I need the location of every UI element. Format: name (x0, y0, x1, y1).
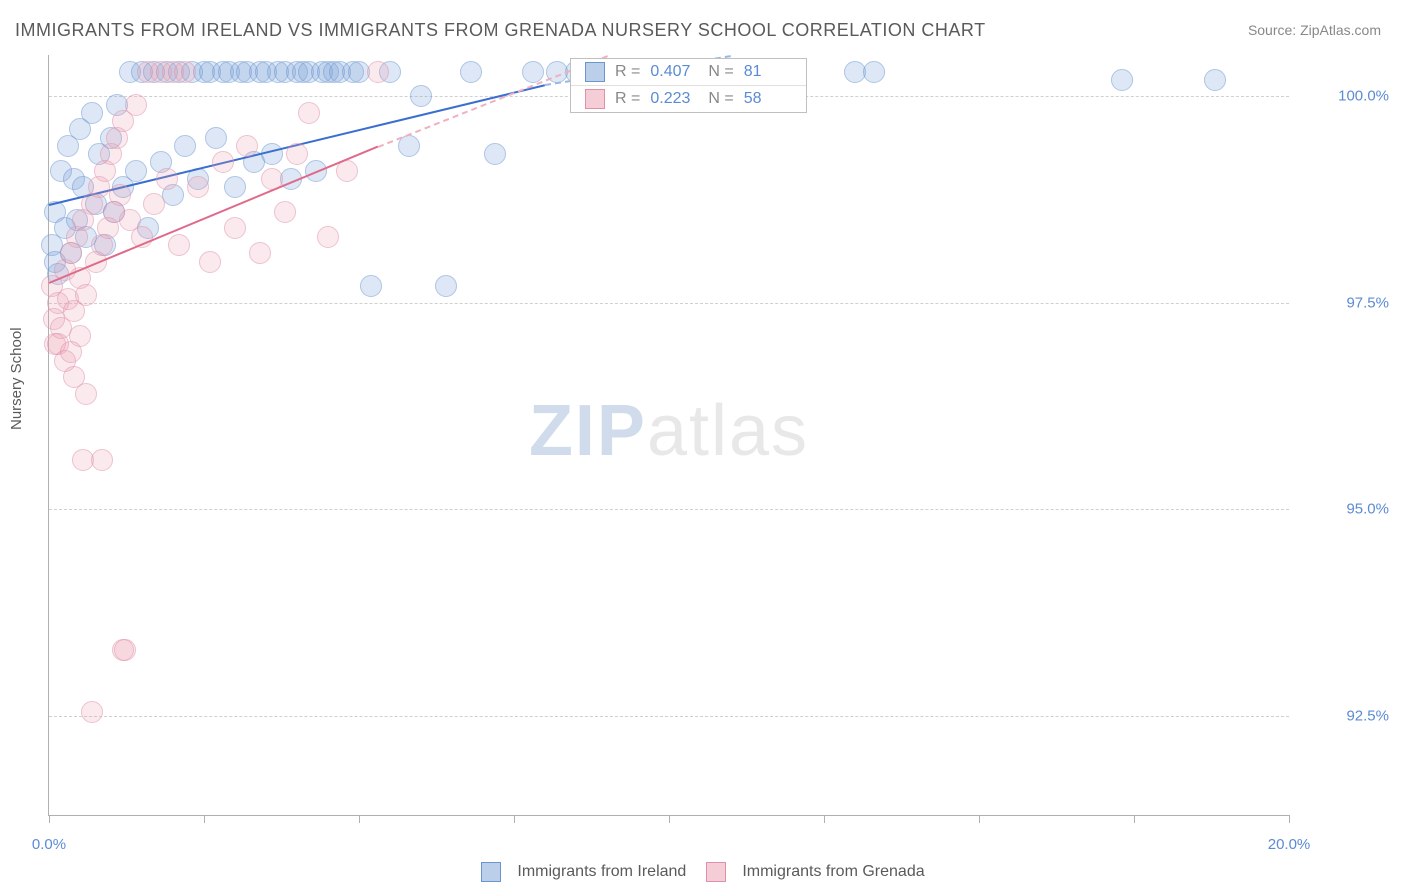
data-point (75, 383, 97, 405)
legend-n-label: N = (708, 90, 733, 108)
data-point (360, 275, 382, 297)
legend-r-value: 0.407 (650, 63, 698, 81)
data-point (522, 61, 544, 83)
data-point (81, 102, 103, 124)
data-point (274, 201, 296, 223)
data-point (174, 135, 196, 157)
watermark: ZIPatlas (529, 390, 809, 472)
data-point (125, 160, 147, 182)
data-point (249, 242, 271, 264)
xtick (514, 815, 515, 823)
data-point (286, 143, 308, 165)
bottom-legend: Immigrants from Ireland Immigrants from G… (0, 862, 1406, 882)
ytick-label: 100.0% (1299, 88, 1389, 105)
ytick-label: 95.0% (1299, 501, 1389, 518)
data-point (212, 151, 234, 173)
data-point (484, 143, 506, 165)
y-axis-label: Nursery School (8, 327, 25, 430)
data-point (298, 102, 320, 124)
xtick (359, 815, 360, 823)
legend-swatch (585, 62, 605, 82)
data-point (174, 61, 196, 83)
data-point (410, 85, 432, 107)
xtick-label-max: 20.0% (1268, 836, 1311, 853)
xtick (1134, 815, 1135, 823)
data-point (60, 341, 82, 363)
data-point (367, 61, 389, 83)
data-point (205, 127, 227, 149)
data-point (143, 193, 165, 215)
legend-r-label: R = (615, 63, 640, 81)
data-point (224, 217, 246, 239)
data-point (91, 449, 113, 471)
chart-title: IMMIGRANTS FROM IRELAND VS IMMIGRANTS FR… (15, 20, 986, 41)
ytick-label: 92.5% (1299, 707, 1389, 724)
legend-n-label: N = (708, 63, 733, 81)
legend-series-label: Immigrants from Ireland (517, 863, 686, 880)
data-point (435, 275, 457, 297)
ytick-label: 97.5% (1299, 294, 1389, 311)
data-point (109, 184, 131, 206)
xtick (669, 815, 670, 823)
legend-r-value: 0.223 (650, 90, 698, 108)
data-point (224, 176, 246, 198)
data-point (1204, 69, 1226, 91)
gridline-h (49, 303, 1289, 304)
data-point (863, 61, 885, 83)
legend-r-label: R = (615, 90, 640, 108)
data-point (81, 701, 103, 723)
data-point (156, 168, 178, 190)
legend-stats-box: R = 0.407 N = 81 R = 0.223 N = 58 (570, 58, 807, 113)
legend-n-value: 58 (744, 90, 792, 108)
source-attribution: Source: ZipAtlas.com (1248, 22, 1381, 38)
legend-stats-row: R = 0.407 N = 81 (571, 59, 806, 85)
legend-swatch (585, 89, 605, 109)
data-point (75, 284, 97, 306)
data-point (460, 61, 482, 83)
plot-area: ZIPatlas 92.5%95.0%97.5%100.0%0.0%20.0% (48, 55, 1289, 816)
xtick (979, 815, 980, 823)
data-point (236, 135, 258, 157)
xtick (824, 815, 825, 823)
xtick (204, 815, 205, 823)
legend-n-value: 81 (744, 63, 792, 81)
data-point (125, 94, 147, 116)
gridline-h (49, 716, 1289, 717)
data-point (187, 176, 209, 198)
legend-swatch (481, 862, 501, 882)
data-point (261, 143, 283, 165)
data-point (168, 234, 190, 256)
data-point (1111, 69, 1133, 91)
legend-swatch (706, 862, 726, 882)
legend-series-label: Immigrants from Grenada (742, 863, 924, 880)
gridline-h (49, 509, 1289, 510)
data-point (199, 251, 221, 273)
data-point (317, 226, 339, 248)
xtick (1289, 815, 1290, 823)
xtick-label-min: 0.0% (32, 836, 66, 853)
legend-stats-row: R = 0.223 N = 58 (571, 85, 806, 112)
data-point (114, 639, 136, 661)
xtick (49, 815, 50, 823)
